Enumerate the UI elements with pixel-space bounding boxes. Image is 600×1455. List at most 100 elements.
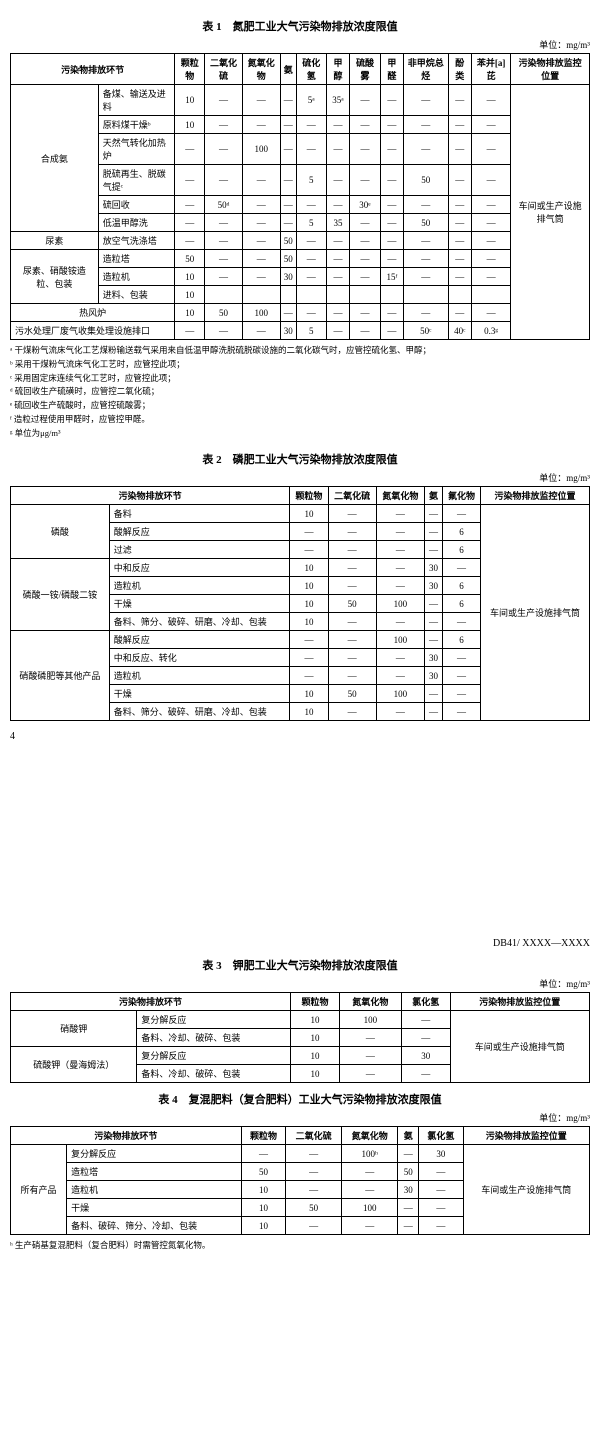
- cell: —: [205, 214, 243, 232]
- cell: —: [296, 232, 326, 250]
- cell: 干燥: [109, 685, 290, 703]
- cell: 备料、破碎、筛分、冷却、包装: [67, 1217, 242, 1235]
- t3-cat-a: 硝酸钾: [11, 1011, 137, 1047]
- cell: 30: [280, 322, 296, 340]
- cell: [404, 286, 448, 304]
- cell: 10: [290, 703, 328, 721]
- t4-col-hcl: 氯化氢: [419, 1127, 463, 1145]
- cell: —: [425, 613, 443, 631]
- cell: 30: [425, 649, 443, 667]
- t4-notes: ʰ 生产硝基复混肥料（复合肥料）时需管控氮氧化物。: [10, 1239, 590, 1252]
- table1-title: 表 1 氮肥工业大气污染物排放浓度限值: [10, 18, 590, 34]
- t2-col-nox: 氮氧化物: [376, 487, 424, 505]
- t1-col-nox: 氮氧化物: [242, 54, 280, 85]
- cell: —: [448, 116, 472, 134]
- cell: —: [376, 541, 424, 559]
- cell: 50: [404, 214, 448, 232]
- cell: —: [350, 214, 380, 232]
- cell: —: [380, 250, 403, 268]
- cell: 100: [339, 1011, 401, 1029]
- t4-monitor: 车间或生产设施排气筒: [463, 1145, 590, 1235]
- cell: 50: [205, 304, 243, 322]
- cell: —: [448, 196, 472, 214]
- cell: —: [328, 559, 376, 577]
- cell: —: [242, 165, 280, 196]
- cell: 过滤: [109, 541, 290, 559]
- cell: —: [425, 703, 443, 721]
- cell: —: [350, 165, 380, 196]
- cell: —: [241, 1145, 285, 1163]
- cell: 备料、筛分、破碎、研磨、冷却、包装: [109, 703, 290, 721]
- t2-col-stage: 污染物排放环节: [11, 487, 290, 505]
- cell: —: [472, 304, 511, 322]
- cell: —: [175, 232, 205, 250]
- cell: 35: [326, 214, 350, 232]
- cell: —: [326, 304, 350, 322]
- cell: [380, 286, 403, 304]
- t3-monitor: 车间或生产设施排气筒: [450, 1011, 589, 1083]
- cell: —: [472, 250, 511, 268]
- cell: —: [242, 214, 280, 232]
- document-id: DB41/ XXXX—XXXX: [10, 938, 590, 949]
- cell: —: [242, 232, 280, 250]
- cell: 50: [280, 250, 296, 268]
- cell: [326, 286, 350, 304]
- cell: —: [205, 116, 243, 134]
- cell: —: [280, 214, 296, 232]
- note: ᵈ 硫回收生产硫磺时，应管控二氧化硫；: [10, 385, 590, 398]
- cell: —: [175, 165, 205, 196]
- cell: 40ᶜ: [448, 322, 472, 340]
- cell: 6: [442, 541, 480, 559]
- cell: —: [205, 85, 243, 116]
- cell: —: [419, 1217, 463, 1235]
- cell: —: [328, 505, 376, 523]
- cell: —: [448, 304, 472, 322]
- cell: [280, 286, 296, 304]
- cell: —: [342, 1163, 398, 1181]
- t1-r1-n: 备煤、输送及进料: [98, 85, 175, 116]
- cell: —: [328, 577, 376, 595]
- cell: 35ᵃ: [326, 85, 350, 116]
- cell: —: [242, 322, 280, 340]
- t1-col-hcho: 甲醛: [380, 54, 403, 85]
- cell: —: [286, 1217, 342, 1235]
- cell: —: [380, 232, 403, 250]
- t1-r10-n: 进料、包装: [98, 286, 175, 304]
- t2-col-so2: 二氧化硫: [328, 487, 376, 505]
- cell: —: [448, 214, 472, 232]
- cell: [205, 286, 243, 304]
- cell: —: [472, 232, 511, 250]
- cell: —: [398, 1145, 419, 1163]
- cell: 50: [175, 250, 205, 268]
- cell: 10: [290, 505, 328, 523]
- cell: —: [326, 196, 350, 214]
- note: ᶠ 造粒过程使用甲醛时，应管控甲醛。: [10, 413, 590, 426]
- t2-cat-c: 硝酸磷肥等其他产品: [11, 631, 110, 721]
- t3-col-stage: 污染物排放环节: [11, 993, 291, 1011]
- cell: —: [328, 649, 376, 667]
- cell: 100: [376, 631, 424, 649]
- cell: —: [448, 250, 472, 268]
- cell: 50: [241, 1163, 285, 1181]
- t3-col-nox: 氮氧化物: [339, 993, 401, 1011]
- cell: —: [419, 1199, 463, 1217]
- cell: —: [425, 685, 443, 703]
- cell: 干燥: [109, 595, 290, 613]
- cell: —: [326, 165, 350, 196]
- cell: —: [419, 1163, 463, 1181]
- table4: 污染物排放环节 颗粒物 二氧化硫 氮氧化物 氨 氯化氢 污染物排放监控位置 所有…: [10, 1126, 590, 1235]
- cell: 30: [425, 667, 443, 685]
- cell: —: [242, 85, 280, 116]
- cell: —: [380, 196, 403, 214]
- cell: [296, 286, 326, 304]
- cell: —: [350, 85, 380, 116]
- t1-r11-n: 热风炉: [11, 304, 175, 322]
- cell: 造粒塔: [67, 1163, 242, 1181]
- table3: 污染物排放环节 颗粒物 氮氧化物 氯化氢 污染物排放监控位置 硝酸钾 复分解反应…: [10, 992, 590, 1083]
- cell: 备料、冷却、破碎、包装: [137, 1065, 291, 1083]
- cell: —: [425, 631, 443, 649]
- t1-col-h2so4: 硫酸雾: [350, 54, 380, 85]
- t1-cat-c: 尿素、硝酸铵造粒、包装: [11, 250, 99, 304]
- cell: —: [472, 268, 511, 286]
- cell: —: [280, 116, 296, 134]
